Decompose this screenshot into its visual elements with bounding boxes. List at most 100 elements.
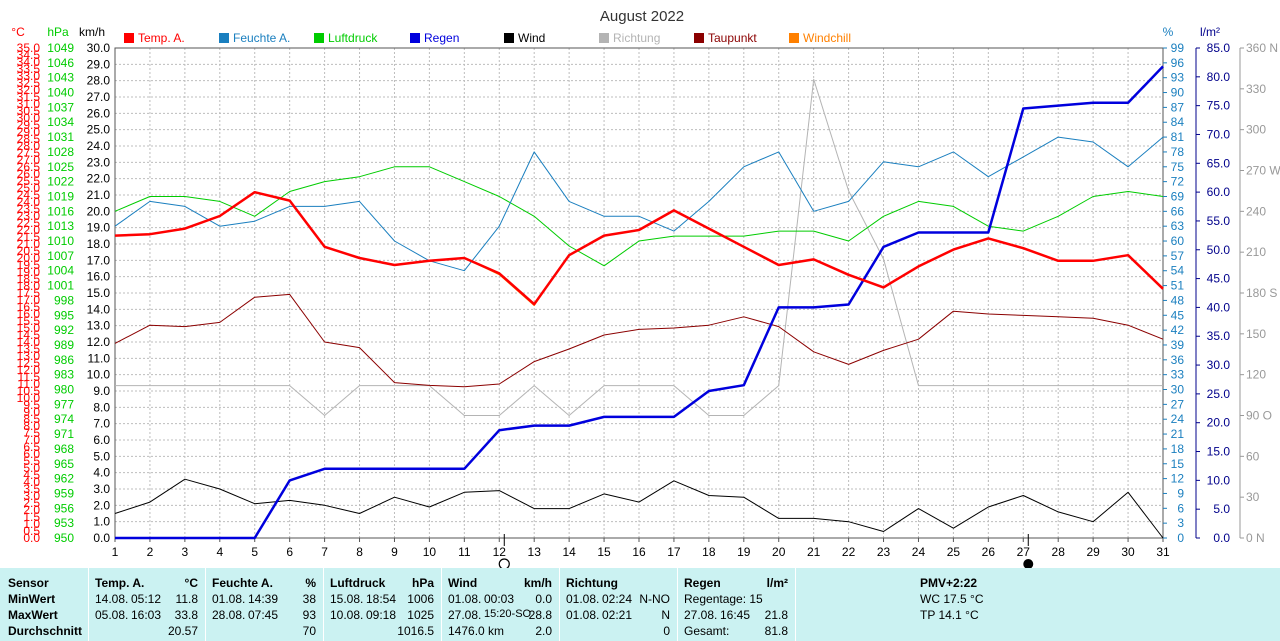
pressure-axis-label: 974 <box>54 412 74 426</box>
x-tick-label: 26 <box>982 545 996 559</box>
pressure-axis-label: 971 <box>54 427 74 441</box>
temp-axis-label: 27.5 <box>17 146 41 160</box>
temp-axis-label: 20.5 <box>17 244 41 258</box>
temp-axis-label: 7.5 <box>23 426 40 440</box>
humidity-axis-label: 12 <box>1171 472 1185 486</box>
temp-axis-label: 11.0 <box>18 377 41 391</box>
rain-axis-label: 5.0 <box>1213 502 1230 516</box>
temp-axis-label: 21.0 <box>17 237 41 251</box>
temp-axis-label: 33.0 <box>17 69 41 83</box>
footer-divider <box>205 568 206 641</box>
pressure-max-date: 10.08. <box>330 608 364 622</box>
legend-swatch <box>410 33 420 43</box>
humidity-axis-label: 27 <box>1171 397 1185 411</box>
wind-axis-label: 0.0 <box>93 531 110 545</box>
temp-axis-label: 28.0 <box>17 139 41 153</box>
wind-axis-label: 28.0 <box>87 74 111 88</box>
x-tick-label: 28 <box>1052 545 1066 559</box>
rain-axis-label: 40.0 <box>1207 300 1231 314</box>
humidity-unit: % <box>305 576 316 590</box>
direction-axis-label: 360 N <box>1246 41 1278 55</box>
pressure-axis-label: 1040 <box>47 86 74 100</box>
legend-label: Taupunkt <box>708 31 757 45</box>
wind-axis-label: 6.0 <box>93 433 110 447</box>
rain-axis-label: 10.0 <box>1207 473 1231 487</box>
wind-avg-value: 2.0 <box>535 624 552 638</box>
wind-axis-label: 15.0 <box>87 286 111 300</box>
temp-max-date: 05.08. <box>95 608 129 622</box>
temp-axis-label: 15.0 <box>17 321 41 335</box>
temp-axis-label: 31.0 <box>17 97 41 111</box>
wind-axis-label: 16.0 <box>87 270 111 284</box>
row-label-max: MaxWert <box>8 608 58 622</box>
temp-axis-label: 30.5 <box>17 104 41 118</box>
footer-divider <box>559 568 560 641</box>
humidity-axis-label: 93 <box>1171 71 1185 85</box>
wind-axis-label: 4.0 <box>93 466 110 480</box>
direction-title: Richtung <box>566 576 618 590</box>
wind-axis-label: 27.0 <box>87 90 111 104</box>
wind-distance: 1476.0 km <box>448 624 505 638</box>
temp-axis-label: 10.0 <box>17 391 41 405</box>
pressure-axis-label: 1025 <box>47 160 74 174</box>
humidity-axis-label: 21 <box>1171 427 1185 441</box>
humidity-axis-label: 54 <box>1171 264 1185 278</box>
chart-background <box>0 0 1280 568</box>
temp-axis-label: 13.0 <box>17 349 41 363</box>
wind-axis-label: 12.0 <box>87 335 111 349</box>
x-tick-label: 30 <box>1121 545 1135 559</box>
pressure-axis-unit: hPa <box>47 25 69 39</box>
pressure-axis-label: 956 <box>54 501 74 515</box>
wind-axis-label: 9.0 <box>93 384 110 398</box>
rain-days: Regentage: 15 <box>684 592 763 606</box>
pressure-axis-label: 953 <box>54 516 74 530</box>
pressure-axis-label: 1031 <box>47 130 74 144</box>
x-tick-label: 1 <box>112 545 119 559</box>
rain-axis-label: 60.0 <box>1207 185 1231 199</box>
legend-label: Luftdruck <box>328 31 378 45</box>
temp-axis-label: 35.0 <box>17 41 41 55</box>
pressure-axis-label: 986 <box>54 353 74 367</box>
wind-axis-label: 3.0 <box>93 482 110 496</box>
series-line-wind <box>114 478 1164 539</box>
wind-axis-label: 18.0 <box>87 237 111 251</box>
chart-title: August 2022 <box>600 8 684 25</box>
pressure-axis-label: 962 <box>54 472 74 486</box>
pressure-title: Luftdruck <box>330 576 386 590</box>
wind-unit: km/h <box>523 576 552 590</box>
direction-max-date: 01.08. <box>566 608 600 622</box>
humidity-axis-label: 24 <box>1171 412 1185 426</box>
rain-axis-label: 20.0 <box>1207 416 1231 430</box>
temp-axis-label: 17.5 <box>17 286 41 300</box>
temp-axis-label: 19.5 <box>17 258 41 272</box>
temp-axis-label: 34.0 <box>17 55 41 69</box>
pressure-min-value: 1006 <box>407 592 434 606</box>
temp-axis-label: 12.5 <box>17 356 41 370</box>
footer-divider <box>88 568 89 641</box>
temp-axis-label: 23.5 <box>17 202 41 216</box>
temp-axis-label: 5.0 <box>23 461 40 475</box>
temp-axis-label: 5.5 <box>23 454 40 468</box>
pressure-axis-label: 1034 <box>47 115 74 129</box>
series-line-temp-a <box>114 190 1164 306</box>
row-label-min: MinWert <box>8 592 56 606</box>
rain-axis-label: 75.0 <box>1207 99 1231 113</box>
temp-axis-label: 9.5 <box>23 398 40 412</box>
pressure-axis-label: 1004 <box>47 264 74 278</box>
temp-axis-label: 17.0 <box>17 293 41 307</box>
direction-min-value: N-NO <box>639 592 670 606</box>
wind-axis-label: 25.0 <box>87 123 111 137</box>
legend-swatch <box>599 33 609 43</box>
pressure-axis-label: 1037 <box>47 100 74 114</box>
pressure-axis-label: 989 <box>54 338 74 352</box>
x-tick-label: 4 <box>216 545 223 559</box>
temp-axis-label: 28.5 <box>17 132 41 146</box>
temp-axis-label: 32.5 <box>17 76 41 90</box>
weather-chart: August 2022 1 2 3 4 5 6 7 8 9 10 11 12 13 14 15 16 17 18 1… <box>0 0 1280 568</box>
x-tick-label: 27 <box>1017 545 1031 559</box>
temp-min-date: 14.08. <box>95 592 129 606</box>
pressure-axis-label: 992 <box>54 323 74 337</box>
pressure-axis-label: 1046 <box>47 56 74 70</box>
humidity-axis-label: 42 <box>1171 323 1185 337</box>
temp-axis-label: 22.5 <box>17 216 41 230</box>
